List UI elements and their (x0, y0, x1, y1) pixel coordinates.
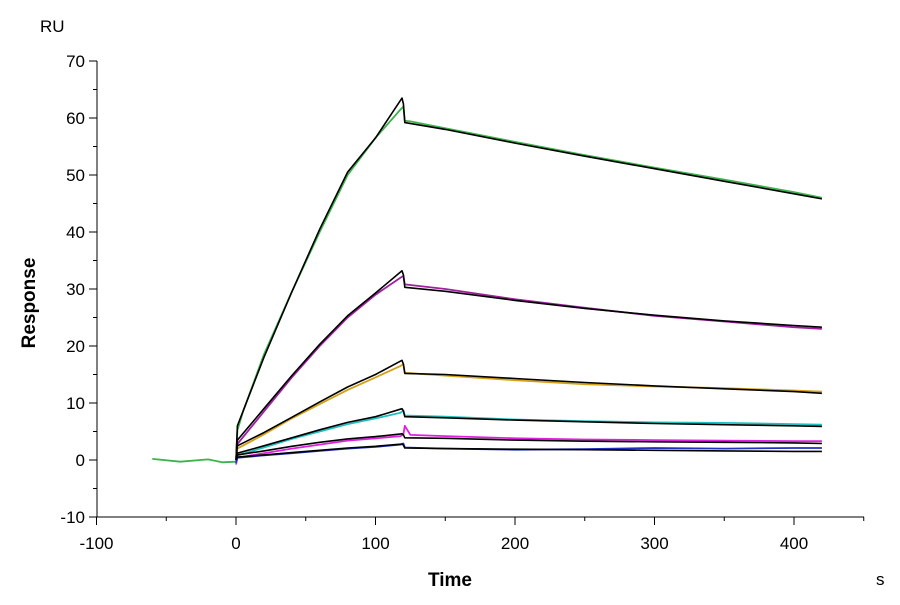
x-tick-label: 200 (501, 534, 529, 553)
x-tick-label: 300 (640, 534, 668, 553)
x-unit-label: s (876, 570, 885, 589)
y-tick-label: 0 (76, 451, 85, 470)
y-tick-label: 70 (66, 52, 85, 71)
fit-curve-10 (235, 432, 822, 461)
response-curve-3 (235, 274, 822, 461)
x-tick-label: 0 (231, 534, 240, 553)
y-tick-label: 30 (66, 280, 85, 299)
fit-curve-2 (235, 97, 823, 461)
x-tick-label: 100 (361, 534, 389, 553)
y-tick-label: 40 (66, 223, 85, 242)
x-tick-label: -100 (79, 534, 113, 553)
fit-curve-12 (235, 443, 822, 461)
y-tick-label: 20 (66, 337, 85, 356)
y-unit-label: RU (40, 17, 65, 36)
fit-curve-8 (235, 407, 822, 461)
y-axis-title: Response (19, 258, 40, 349)
y-tick-label: -10 (60, 508, 85, 527)
response-curve-1 (152, 105, 823, 464)
y-tick-label: 50 (66, 166, 85, 185)
y-tick-label: 10 (66, 394, 85, 413)
response-curve-7 (235, 409, 822, 461)
response-curve-9 (235, 424, 822, 465)
x-tick-label: 400 (780, 534, 808, 553)
fit-curve-4 (235, 269, 822, 461)
labels-layer: RU s Time Response (19, 17, 885, 591)
series-layer (152, 97, 823, 465)
fit-curve-6 (235, 359, 822, 461)
response-curve-11 (235, 442, 822, 464)
x-axis-title: Time (428, 570, 472, 591)
y-tick-label: 60 (66, 109, 85, 128)
